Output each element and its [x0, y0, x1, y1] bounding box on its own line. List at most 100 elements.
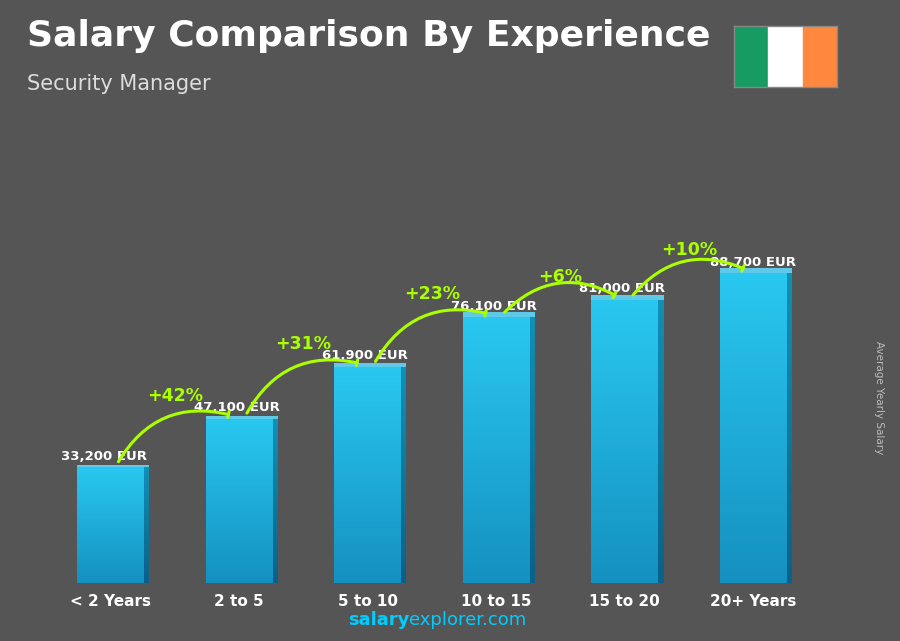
Bar [658, 481, 663, 484]
Bar [334, 540, 401, 543]
Bar [463, 404, 530, 407]
Bar [334, 502, 401, 505]
Bar [144, 502, 149, 504]
Bar [334, 408, 401, 410]
Bar [144, 480, 149, 482]
Bar [463, 390, 530, 394]
Bar [144, 531, 149, 533]
Bar [273, 558, 278, 561]
Bar [144, 508, 149, 510]
Bar [658, 346, 663, 350]
Bar [720, 455, 787, 459]
Bar [463, 474, 530, 477]
Bar [273, 480, 278, 483]
Bar [206, 495, 273, 497]
Bar [787, 487, 792, 490]
Bar [658, 311, 663, 314]
Bar [401, 502, 407, 505]
Bar [530, 503, 536, 507]
Bar [273, 451, 278, 454]
Bar [206, 499, 273, 501]
Bar [206, 540, 273, 542]
Bar [720, 533, 787, 537]
Bar [720, 308, 787, 312]
Bar [77, 529, 144, 531]
Bar [401, 491, 407, 494]
Bar [334, 369, 401, 372]
Bar [463, 437, 530, 440]
Bar [787, 572, 792, 576]
Bar [206, 558, 273, 561]
Bar [720, 304, 787, 308]
Bar [463, 533, 530, 537]
Bar [658, 569, 663, 572]
Bar [206, 435, 273, 437]
Bar [463, 497, 530, 500]
Bar [401, 540, 407, 543]
Bar [144, 469, 149, 470]
Bar [658, 438, 663, 442]
Bar [658, 328, 663, 332]
Bar [401, 462, 407, 464]
Text: +31%: +31% [275, 335, 331, 353]
Bar [720, 281, 787, 285]
Bar [206, 573, 273, 575]
Bar [530, 450, 536, 454]
Bar [334, 462, 401, 464]
Bar [658, 325, 663, 328]
Bar [144, 558, 149, 560]
Bar [591, 363, 658, 367]
Bar [720, 498, 787, 502]
Bar [401, 378, 407, 380]
Bar [591, 453, 658, 456]
Bar [463, 397, 530, 401]
Bar [144, 562, 149, 563]
Bar [591, 498, 658, 502]
Bar [144, 482, 149, 483]
Bar [720, 436, 787, 440]
Bar [530, 370, 536, 374]
Bar [463, 340, 530, 344]
Bar [401, 408, 407, 410]
Bar [720, 288, 787, 292]
Bar [273, 544, 278, 546]
Bar [401, 559, 407, 562]
Bar [77, 510, 144, 511]
Bar [401, 426, 407, 429]
Bar [206, 551, 273, 553]
Bar [463, 433, 530, 437]
Bar [787, 529, 792, 533]
Bar [787, 537, 792, 540]
Bar [591, 295, 663, 300]
Bar [144, 511, 149, 512]
Bar [658, 420, 663, 424]
Bar [206, 422, 273, 425]
Bar [401, 456, 407, 459]
Bar [77, 496, 144, 497]
Bar [401, 494, 407, 497]
Bar [77, 469, 144, 470]
Bar [530, 580, 536, 583]
Bar [591, 388, 658, 392]
Bar [658, 541, 663, 544]
Bar [77, 512, 144, 513]
Bar [401, 481, 407, 483]
Bar [658, 353, 663, 357]
Bar [530, 317, 536, 320]
Bar [206, 419, 273, 420]
Bar [273, 478, 278, 480]
Bar [658, 537, 663, 541]
Bar [206, 534, 273, 536]
Bar [463, 494, 530, 497]
Bar [334, 575, 401, 578]
Text: Average Yearly Salary: Average Yearly Salary [874, 341, 884, 454]
Bar [144, 567, 149, 569]
Bar [658, 399, 663, 403]
Bar [463, 370, 530, 374]
Bar [77, 521, 144, 522]
Bar [463, 427, 530, 430]
Bar [720, 424, 787, 428]
Bar [658, 467, 663, 470]
Bar [591, 484, 658, 488]
Bar [273, 429, 278, 431]
